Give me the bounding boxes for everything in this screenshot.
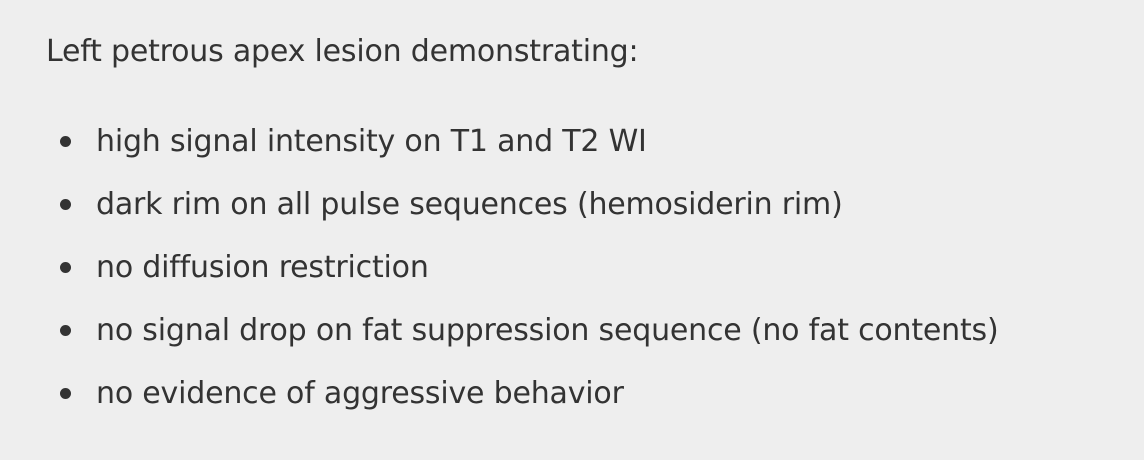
finding-text: no evidence of aggressive behavior [96,376,624,411]
bullet-icon [60,136,71,147]
finding-item: high signal intensity on T1 and T2 WI [46,110,1116,173]
bullet-icon [60,388,71,399]
intro-text: Left petrous apex lesion demonstrating: [46,34,639,69]
finding-text: no diffusion restriction [96,250,429,285]
bullet-icon [60,262,71,273]
bullet-icon [60,199,71,210]
findings-list: high signal intensity on T1 and T2 WI da… [46,110,1116,425]
finding-text: no signal drop on fat suppression sequen… [96,313,999,348]
finding-item: dark rim on all pulse sequences (hemosid… [46,173,1116,236]
finding-text: high signal intensity on T1 and T2 WI [96,124,647,159]
bullet-icon [60,325,71,336]
finding-item: no evidence of aggressive behavior [46,362,1116,425]
finding-text: dark rim on all pulse sequences (hemosid… [96,187,843,222]
document-body: Left petrous apex lesion demonstrating: … [46,28,1116,425]
finding-item: no signal drop on fat suppression sequen… [46,299,1116,362]
finding-item: no diffusion restriction [46,236,1116,299]
